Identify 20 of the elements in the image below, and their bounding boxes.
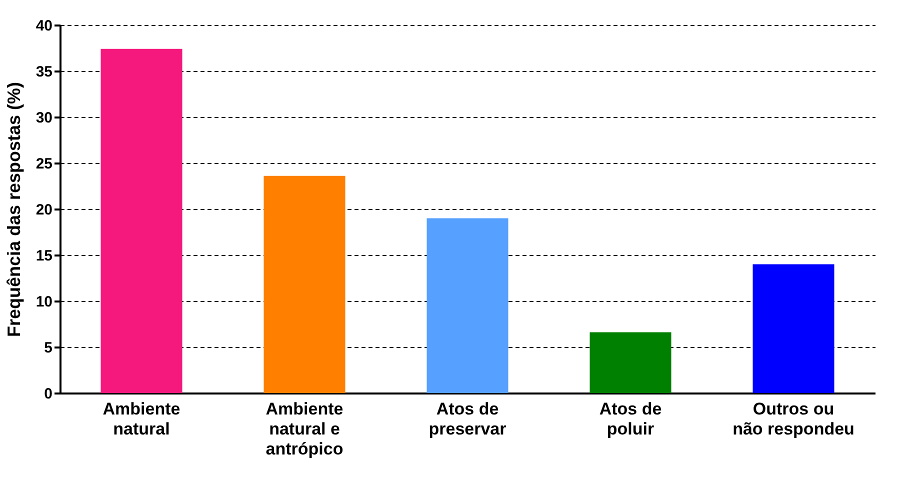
bar <box>426 218 508 393</box>
y-tick-label: 0 <box>44 386 52 402</box>
y-tick-label: 10 <box>36 294 52 310</box>
bar <box>590 332 672 393</box>
y-tick-label: 40 <box>36 18 52 34</box>
y-tick-label: 35 <box>36 64 52 80</box>
x-tick-label: Ambiente natural <box>102 400 180 438</box>
x-tick-label: Outros ou não respondeu <box>732 400 854 438</box>
bar <box>264 176 346 393</box>
x-tick-label: Atos de preservar <box>428 400 507 438</box>
y-tick-label: 20 <box>36 202 52 218</box>
bar <box>100 48 182 393</box>
y-tick-label: 25 <box>36 156 52 172</box>
y-tick-label: 15 <box>36 248 52 264</box>
y-tick-label: 5 <box>44 340 52 356</box>
x-tick-label: Ambiente natural e antrópico <box>266 400 344 458</box>
y-axis-title: Frequência das respostas (%) <box>4 82 24 338</box>
y-tick-label: 30 <box>36 110 52 126</box>
x-tick-label: Atos de poluir <box>599 400 662 438</box>
bar <box>752 264 834 393</box>
